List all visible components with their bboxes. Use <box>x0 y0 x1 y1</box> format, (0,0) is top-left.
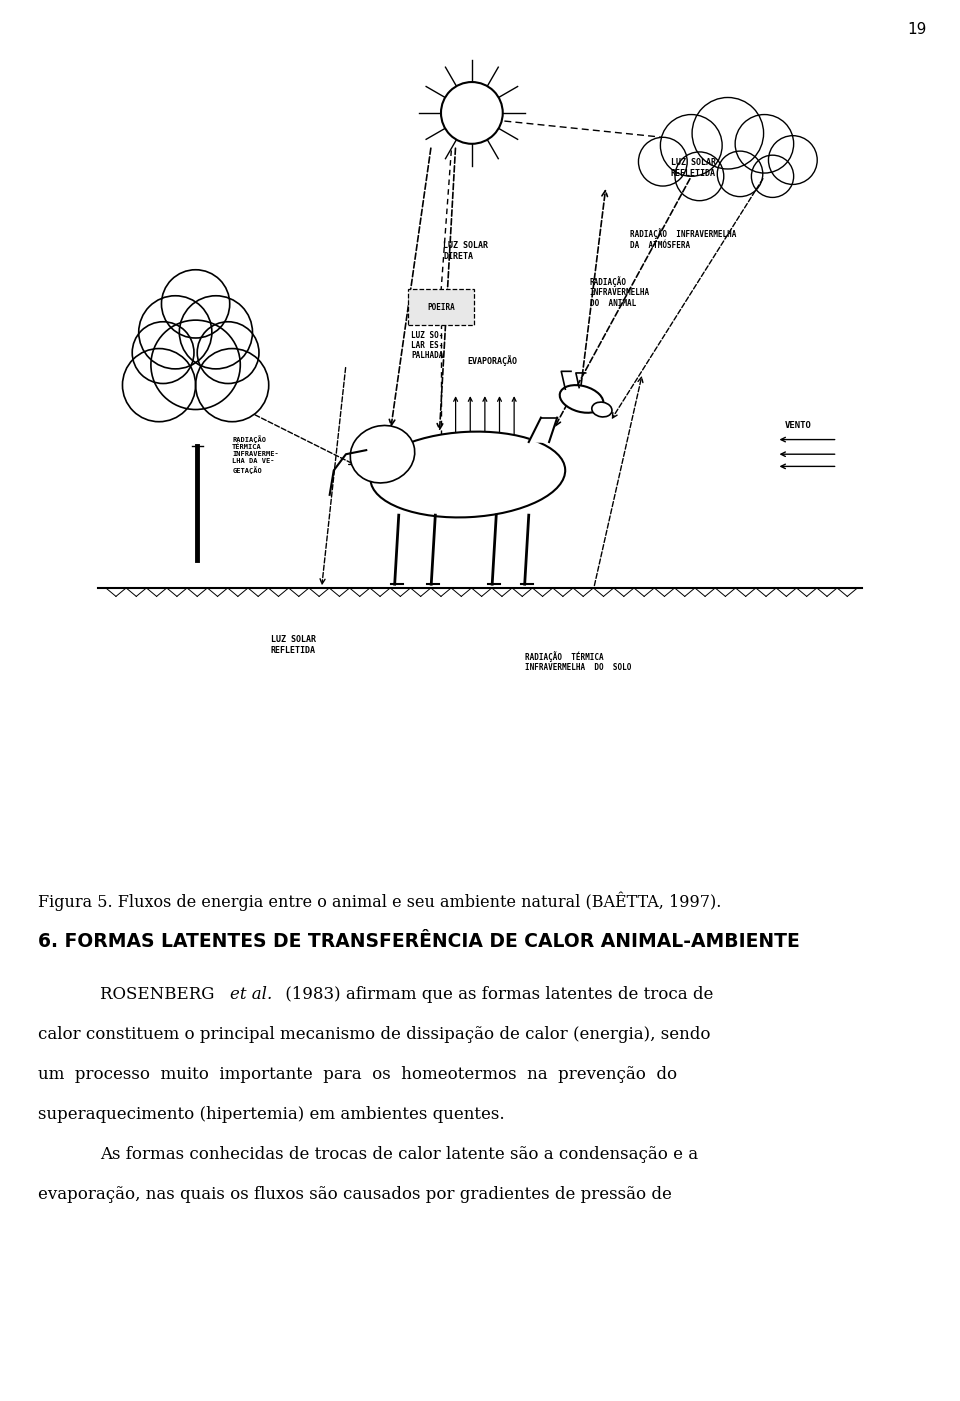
Text: um  processo  muito  importante  para  os  homeotermos  na  prevenção  do: um processo muito importante para os hom… <box>38 1066 677 1083</box>
Circle shape <box>197 322 259 384</box>
Text: LUZ SO-
LAR ES-
PALHADA: LUZ SO- LAR ES- PALHADA <box>411 331 444 360</box>
Circle shape <box>161 270 229 338</box>
Circle shape <box>123 349 196 422</box>
Text: et al.: et al. <box>230 986 273 1003</box>
Text: EVAPORAÇÃO: EVAPORAÇÃO <box>468 356 517 366</box>
Circle shape <box>735 115 794 174</box>
Circle shape <box>196 349 269 422</box>
Circle shape <box>768 136 817 185</box>
Circle shape <box>660 115 722 177</box>
Ellipse shape <box>560 385 604 413</box>
Polygon shape <box>529 417 557 443</box>
Circle shape <box>717 151 763 196</box>
Text: LUZ SOLAR
DIRETA: LUZ SOLAR DIRETA <box>444 241 489 261</box>
Circle shape <box>132 322 194 384</box>
Text: 19: 19 <box>907 22 926 38</box>
Text: ROSENBERG: ROSENBERG <box>100 986 220 1003</box>
Text: VENTO: VENTO <box>784 422 811 430</box>
Text: RADIAÇÃO  INFRAVERMELHA
DA  ATMÓSFERA: RADIAÇÃO INFRAVERMELHA DA ATMÓSFERA <box>631 228 736 249</box>
Ellipse shape <box>350 426 415 483</box>
Circle shape <box>752 156 794 198</box>
Circle shape <box>138 296 212 368</box>
Circle shape <box>692 98 763 170</box>
Text: evaporação, nas quais os fluxos são causados por gradientes de pressão de: evaporação, nas quais os fluxos são caus… <box>38 1187 672 1203</box>
Text: LUZ SOLAR
REFLETIDA: LUZ SOLAR REFLETIDA <box>671 158 716 178</box>
FancyBboxPatch shape <box>409 289 474 325</box>
Text: (1983) afirmam que as formas latentes de troca de: (1983) afirmam que as formas latentes de… <box>280 986 713 1003</box>
Circle shape <box>441 83 503 144</box>
Text: RADIAÇÃO  TÉRMICA
INFRAVERMELHA  DO  SOLO: RADIAÇÃO TÉRMICA INFRAVERMELHA DO SOLO <box>525 650 631 672</box>
Text: calor constituem o principal mecanismo de dissipação de calor (energia), sendo: calor constituem o principal mecanismo d… <box>38 1027 710 1044</box>
Ellipse shape <box>591 402 612 417</box>
Circle shape <box>180 296 252 368</box>
Text: RADIAÇÃO
INFRAVERMELHA
DO  ANIMAL: RADIAÇÃO INFRAVERMELHA DO ANIMAL <box>589 276 650 308</box>
Circle shape <box>638 137 687 186</box>
Text: As formas conhecidas de trocas de calor latente são a condensação e a: As formas conhecidas de trocas de calor … <box>100 1146 698 1163</box>
Text: 6. FORMAS LATENTES DE TRANSFERÊNCIA DE CALOR ANIMAL-AMBIENTE: 6. FORMAS LATENTES DE TRANSFERÊNCIA DE C… <box>38 932 800 950</box>
Circle shape <box>675 151 724 200</box>
Text: RADIAÇÃO
TÉRMICA
INFRAVERME-
LHA DA VE-
GETAÇÃO: RADIAÇÃO TÉRMICA INFRAVERME- LHA DA VE- … <box>232 434 279 474</box>
Text: LUZ SOLAR
REFLETIDA: LUZ SOLAR REFLETIDA <box>271 636 316 654</box>
Text: Figura 5. Fluxos de energia entre o animal e seu ambiente natural (BAÊTTA, 1997): Figura 5. Fluxos de energia entre o anim… <box>38 891 721 911</box>
Text: superaquecimento (hipertemia) em ambientes quentes.: superaquecimento (hipertemia) em ambient… <box>38 1107 505 1124</box>
Ellipse shape <box>371 432 565 517</box>
Text: POEIRA: POEIRA <box>427 303 455 311</box>
Circle shape <box>151 319 240 409</box>
